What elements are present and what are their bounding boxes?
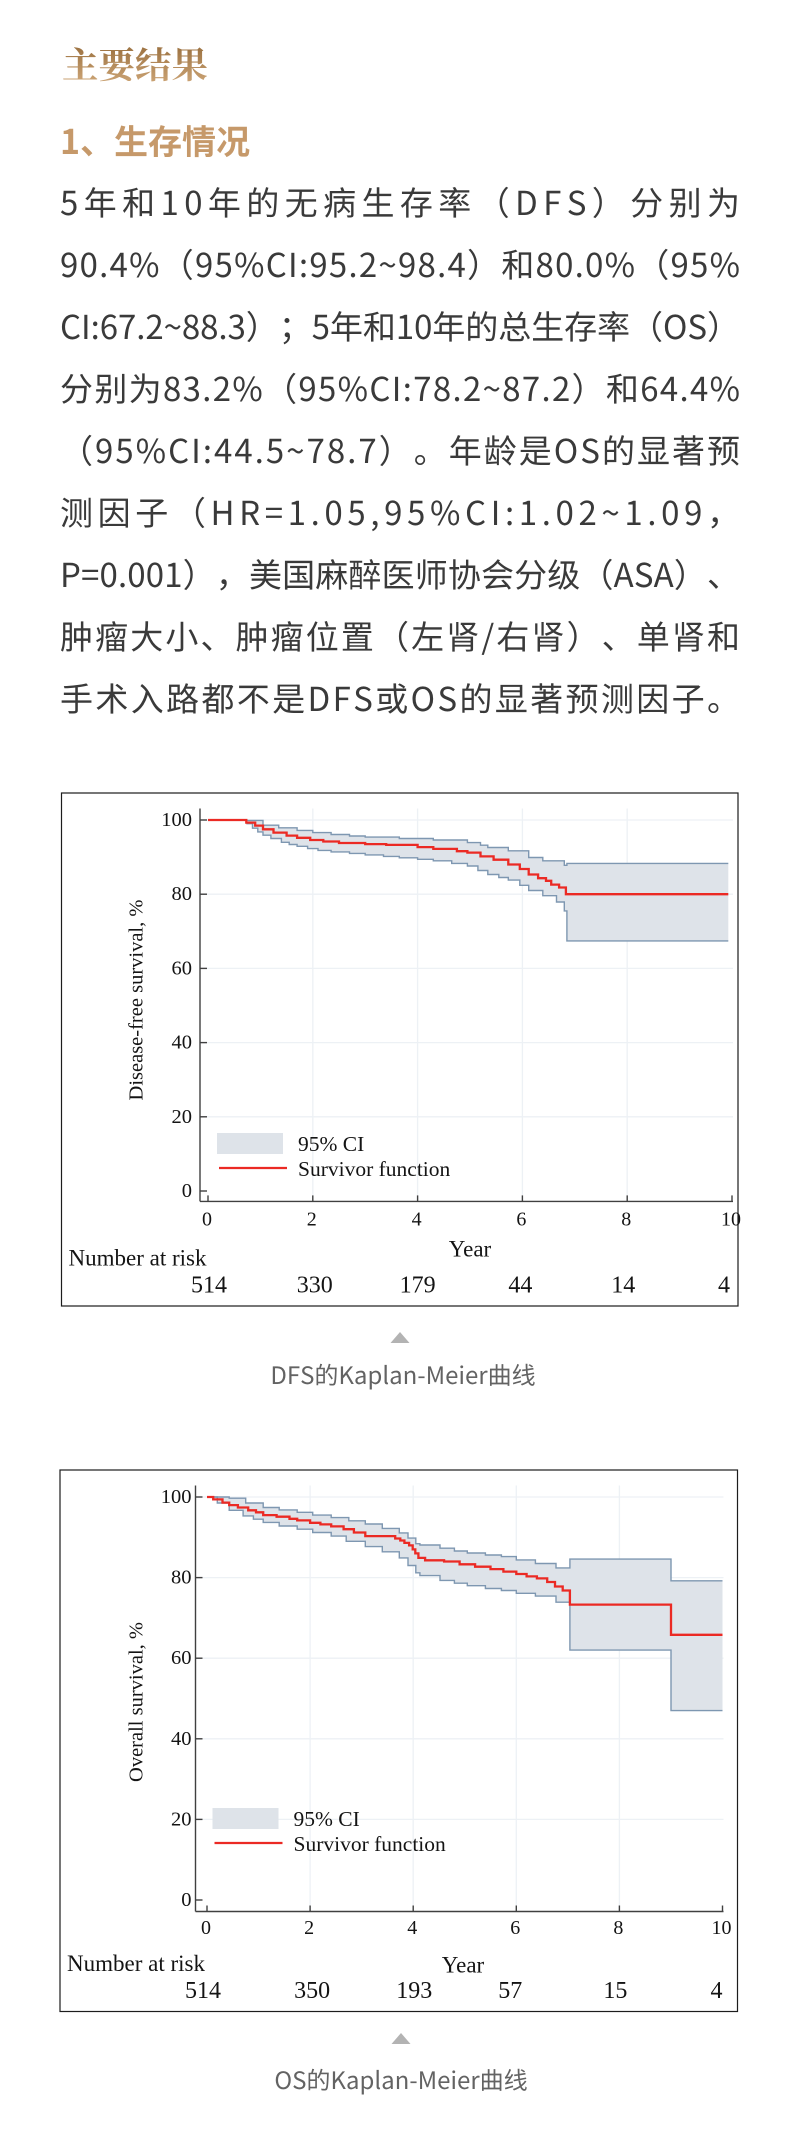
svg-text:514: 514 bbox=[191, 1273, 227, 1299]
svg-text:Disease-free survival, %: Disease-free survival, % bbox=[126, 900, 148, 1101]
svg-text:4: 4 bbox=[711, 1978, 723, 2004]
svg-text:80: 80 bbox=[172, 883, 193, 905]
svg-text:44: 44 bbox=[508, 1273, 532, 1299]
svg-text:4: 4 bbox=[412, 1209, 422, 1231]
svg-text:40: 40 bbox=[172, 1032, 193, 1054]
svg-text:2: 2 bbox=[307, 1209, 317, 1231]
svg-text:0: 0 bbox=[181, 1889, 191, 1911]
svg-text:2: 2 bbox=[304, 1917, 314, 1939]
svg-text:14: 14 bbox=[611, 1273, 635, 1299]
svg-text:Year: Year bbox=[442, 1953, 485, 1978]
svg-text:Overall survival, %: Overall survival, % bbox=[126, 1622, 148, 1782]
svg-text:15: 15 bbox=[603, 1978, 627, 2004]
svg-text:57: 57 bbox=[498, 1978, 522, 2004]
svg-text:Number at risk: Number at risk bbox=[69, 1246, 207, 1271]
svg-text:95% CI: 95% CI bbox=[298, 1132, 364, 1156]
svg-text:100: 100 bbox=[161, 1486, 192, 1508]
svg-text:10: 10 bbox=[721, 1209, 741, 1231]
svg-text:Year: Year bbox=[449, 1237, 492, 1262]
svg-text:193: 193 bbox=[396, 1978, 432, 2004]
svg-text:514: 514 bbox=[185, 1978, 221, 2004]
svg-text:60: 60 bbox=[172, 957, 193, 979]
svg-text:60: 60 bbox=[171, 1647, 192, 1669]
svg-text:0: 0 bbox=[201, 1917, 211, 1939]
svg-text:4: 4 bbox=[407, 1917, 417, 1939]
svg-text:8: 8 bbox=[621, 1209, 631, 1231]
svg-text:95% CI: 95% CI bbox=[294, 1807, 360, 1831]
svg-text:10: 10 bbox=[712, 1917, 732, 1939]
svg-text:20: 20 bbox=[171, 1808, 192, 1830]
svg-text:20: 20 bbox=[172, 1106, 193, 1128]
svg-text:Number at risk: Number at risk bbox=[67, 1951, 205, 1976]
svg-text:0: 0 bbox=[202, 1209, 212, 1231]
svg-text:179: 179 bbox=[400, 1273, 436, 1299]
svg-text:350: 350 bbox=[294, 1978, 330, 2004]
svg-text:0: 0 bbox=[182, 1180, 192, 1202]
svg-text:100: 100 bbox=[161, 809, 192, 831]
svg-text:Survivor function: Survivor function bbox=[298, 1157, 451, 1181]
svg-text:40: 40 bbox=[171, 1728, 192, 1750]
svg-text:6: 6 bbox=[516, 1209, 526, 1231]
svg-text:330: 330 bbox=[297, 1273, 333, 1299]
svg-text:6: 6 bbox=[510, 1917, 520, 1939]
svg-text:4: 4 bbox=[718, 1273, 730, 1299]
svg-text:Survivor function: Survivor function bbox=[294, 1832, 447, 1856]
svg-text:8: 8 bbox=[613, 1917, 623, 1939]
svg-text:80: 80 bbox=[171, 1567, 192, 1589]
